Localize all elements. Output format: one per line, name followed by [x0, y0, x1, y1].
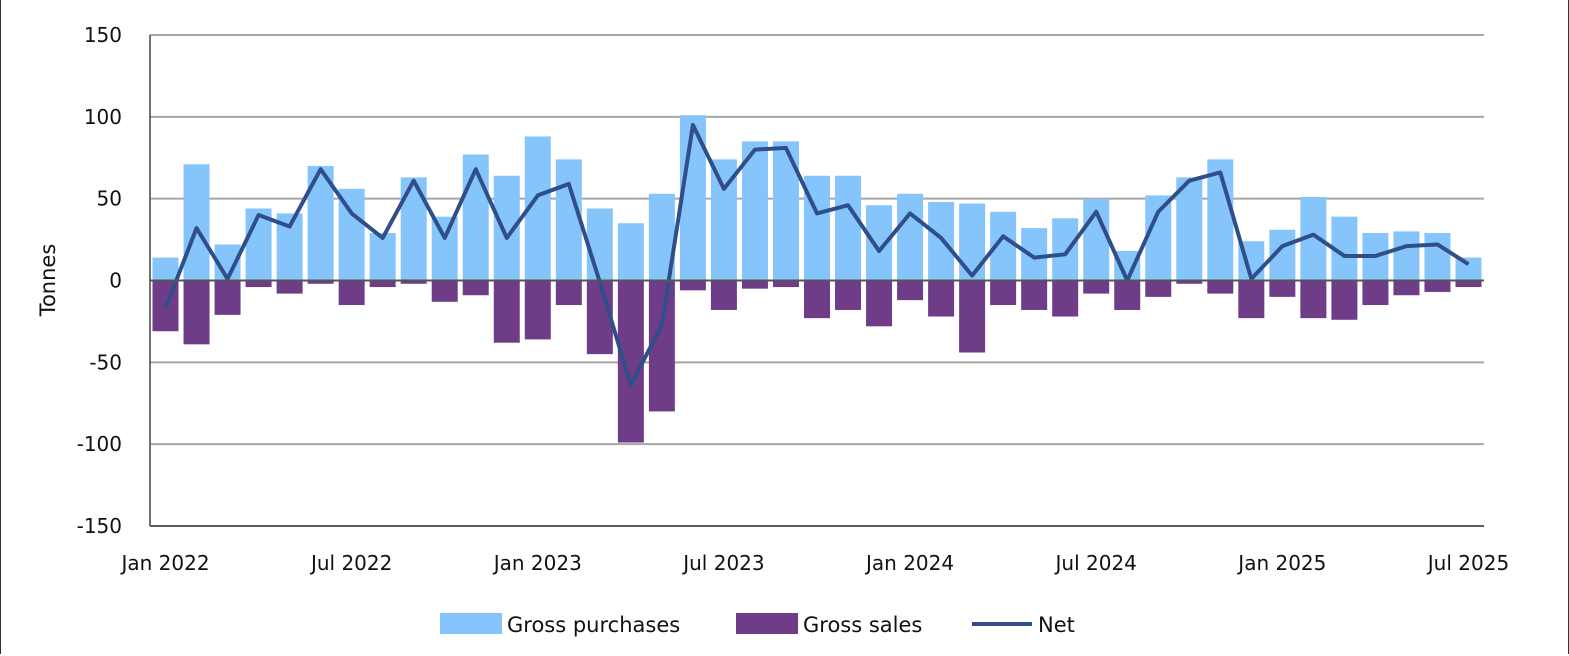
legend-label: Net	[1038, 613, 1075, 637]
net-line-group	[163, 123, 1470, 388]
y-axis-label: Tonnes	[36, 244, 60, 318]
x-tick-label: Jan 2024	[864, 551, 954, 575]
y-tick-label: 0	[109, 269, 122, 293]
bar-gross-sales	[245, 280, 272, 288]
net-line	[163, 123, 1470, 388]
bar-gross-sales	[400, 280, 427, 284]
bar-gross-purchases	[431, 216, 458, 281]
y-tick-label: 50	[97, 187, 122, 211]
bar-gross-sales	[493, 280, 520, 343]
bar-gross-purchases	[1393, 231, 1420, 281]
bar-gross-purchases	[1145, 195, 1172, 281]
bar-gross-sales	[1238, 280, 1265, 319]
legend-swatch	[736, 613, 798, 634]
bar-gross-purchases	[1176, 177, 1203, 281]
x-tick-label: Jul 2025	[1426, 551, 1509, 575]
bar-gross-purchases	[897, 193, 924, 281]
bar-gross-purchases	[586, 208, 613, 281]
bar-gross-sales	[1331, 280, 1358, 320]
bar-gross-sales	[431, 280, 458, 302]
legend-swatch	[440, 613, 502, 634]
bar-gross-sales	[369, 280, 396, 288]
bar-gross-sales	[524, 280, 551, 340]
bar-gross-sales	[1114, 280, 1141, 310]
bar-gross-sales	[338, 280, 365, 306]
x-tick-label: Jul 2023	[681, 551, 764, 575]
legend: Gross purchases Gross sales Net	[440, 613, 1075, 637]
bar-gross-purchases	[772, 141, 799, 281]
bar-gross-purchases	[245, 208, 272, 281]
bar-gross-purchases	[183, 164, 210, 281]
axes: 150 100 50 0 -50 -100 -150 Jan 2022 Jul 2022 Jan …	[77, 23, 1510, 575]
bar-gross-purchases	[741, 141, 768, 281]
bar-gross-sales	[1393, 280, 1420, 296]
bar-gross-sales	[990, 280, 1017, 306]
y-tick-label: -150	[77, 514, 122, 538]
bar-gross-sales	[1269, 280, 1296, 297]
bar-gross-sales	[741, 280, 768, 289]
bar-gross-purchases	[959, 203, 986, 281]
bar-gross-sales	[866, 280, 893, 327]
bar-gross-sales	[1052, 280, 1079, 317]
bar-gross-sales	[1362, 280, 1389, 306]
bar-gross-purchases	[617, 223, 644, 281]
bar-gross-sales	[462, 280, 489, 296]
y-tick-label: -50	[89, 350, 122, 374]
bars	[152, 115, 1482, 443]
bar-gross-purchases	[462, 154, 489, 281]
bar-gross-purchases	[152, 257, 179, 281]
bar-gross-purchases	[369, 233, 396, 281]
bar-gross-sales	[1176, 280, 1203, 284]
bar-gross-purchases	[1424, 233, 1451, 281]
bar-gross-sales	[928, 280, 955, 317]
y-tick-label: 100	[84, 105, 122, 129]
bar-gross-sales	[1300, 280, 1327, 319]
bar-gross-sales	[1083, 280, 1110, 294]
y-tick-label: -100	[77, 432, 122, 456]
bar-gross-sales	[1207, 280, 1234, 294]
legend-label: Gross purchases	[507, 613, 680, 637]
bar-gross-sales	[183, 280, 210, 345]
bar-gross-purchases	[1021, 228, 1048, 281]
bar-gross-purchases	[1455, 257, 1482, 281]
bar-gross-purchases	[1052, 218, 1079, 281]
bar-gross-purchases	[555, 159, 582, 281]
bar-gross-sales	[959, 280, 986, 353]
bar-gross-sales	[679, 280, 706, 291]
x-tick-label: Jan 2023	[492, 551, 582, 575]
x-tick-label: Jan 2025	[1236, 551, 1326, 575]
bar-gross-sales	[307, 280, 334, 284]
bar-gross-sales	[214, 280, 241, 315]
bar-gross-sales	[835, 280, 862, 310]
x-tick-label: Jan 2022	[119, 551, 209, 575]
bar-gross-sales	[772, 280, 799, 288]
x-tick-label: Jul 2022	[309, 551, 392, 575]
bar-gross-sales	[1021, 280, 1048, 310]
bar-gross-sales	[897, 280, 924, 301]
bar-gross-sales	[804, 280, 830, 319]
bar-gross-sales	[1455, 280, 1482, 288]
legend-label: Gross sales	[803, 613, 922, 637]
bar-gross-sales	[276, 280, 303, 294]
bar-gross-purchases	[400, 177, 427, 281]
bar-gross-purchases	[928, 201, 955, 281]
bar-gross-sales	[1424, 280, 1451, 292]
y-tick-label: 150	[84, 23, 122, 47]
bar-gross-sales	[555, 280, 582, 306]
bar-gross-purchases	[835, 175, 862, 281]
bar-gross-sales	[710, 280, 737, 310]
bar-gross-sales	[1145, 280, 1172, 297]
x-tick-label: Jul 2024	[1054, 551, 1137, 575]
